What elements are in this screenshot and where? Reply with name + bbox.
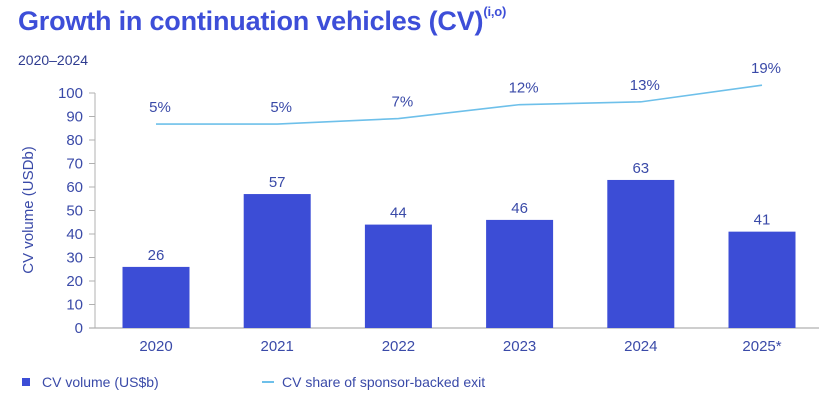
y-tick-label: 0 — [75, 320, 83, 337]
bar-value-label: 26 — [148, 247, 165, 264]
chart-title-text: Growth in continuation vehicles (CV) — [18, 6, 484, 36]
share-value-label: 5% — [270, 99, 292, 116]
y-tick-label: 40 — [66, 226, 83, 243]
y-tick-label: 10 — [66, 297, 83, 314]
x-tick-label: 2021 — [261, 338, 294, 355]
bar-2023 — [486, 219, 554, 328]
x-tick-label: 2023 — [503, 338, 536, 355]
bar-value-label: 44 — [390, 205, 407, 222]
x-tick-label: 2022 — [382, 338, 415, 355]
share-line — [156, 84, 763, 125]
y-tick-label: 50 — [66, 203, 83, 220]
share-value-label: 19% — [751, 60, 781, 77]
legend-label-cv-volume: CV volume (US$b) — [42, 374, 159, 390]
bar-value-label: 46 — [511, 200, 528, 217]
y-tick-label: 20 — [66, 273, 83, 290]
y-tick-label: 80 — [66, 132, 83, 149]
legend-item-cv-share: CV share of sponsor-backed exit — [262, 374, 485, 390]
x-tick-label: 2020 — [139, 338, 172, 355]
bar-2025 — [728, 231, 796, 328]
chart-title: Growth in continuation vehicles (CV)(i,o… — [18, 4, 507, 37]
bar-2024 — [607, 179, 675, 328]
bar-value-label: 57 — [269, 174, 286, 191]
bar-2022 — [364, 224, 432, 328]
x-tick-label: 2025* — [742, 338, 781, 355]
chart-subtitle: 2020–2024 — [18, 52, 89, 68]
legend-label-cv-share: CV share of sponsor-backed exit — [282, 374, 486, 390]
y-tick-label: 30 — [66, 250, 83, 267]
y-tick-label: 70 — [66, 156, 83, 173]
legend-item-cv-volume: CV volume (US$b) — [22, 374, 159, 390]
share-value-label: 7% — [392, 94, 414, 111]
title-footnote-marker: (i,o) — [483, 4, 507, 19]
y-axis-title: CV volume (USDb) — [20, 146, 37, 274]
share-value-label: 13% — [630, 77, 660, 94]
share-value-label: 12% — [509, 80, 539, 97]
y-tick-label: 90 — [66, 109, 83, 126]
bar-2021 — [243, 194, 311, 328]
legend-line-swatch-icon — [262, 381, 274, 383]
bar-2020 — [122, 266, 190, 328]
legend-bar-swatch-icon — [22, 378, 30, 386]
y-tick-label: 100 — [58, 85, 83, 102]
y-tick-label: 60 — [66, 179, 83, 196]
bar-value-label: 41 — [754, 212, 771, 229]
bar-value-label: 63 — [632, 160, 649, 177]
share-value-label: 5% — [149, 99, 171, 116]
x-tick-label: 2024 — [624, 338, 657, 355]
